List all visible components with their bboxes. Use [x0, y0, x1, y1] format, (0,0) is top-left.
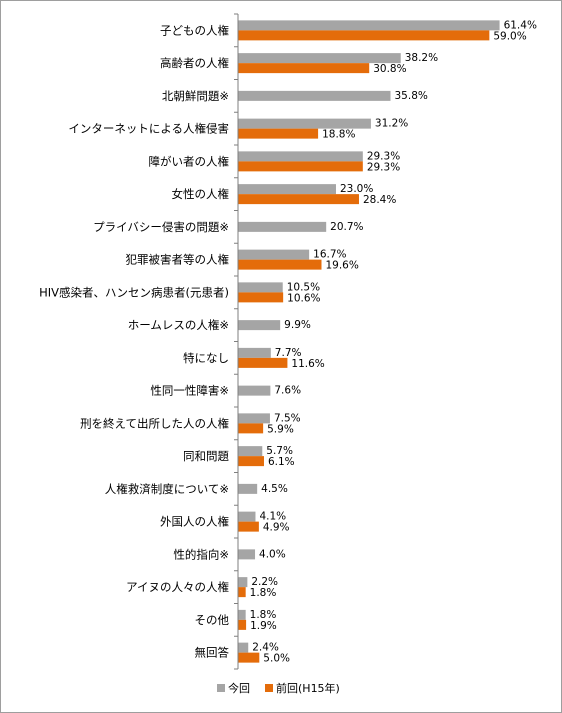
- category-label: 人権救済制度について※: [105, 482, 229, 496]
- legend-swatch-current: [217, 684, 225, 692]
- value-labels: 61.4%59.0% 38.2%30.8% 35.8% 31.2% 18.8% 29.3%…: [250, 19, 537, 664]
- bar-current: [238, 413, 270, 424]
- bar-previous: [238, 194, 359, 205]
- category-label: 同和問題: [183, 449, 229, 463]
- bar-previous: [238, 521, 259, 532]
- bar-current: [238, 609, 246, 620]
- bar-current: [238, 249, 310, 260]
- data-label-current: 61.4%: [504, 19, 537, 31]
- bar-current: [238, 20, 500, 31]
- bar-current: [238, 347, 271, 358]
- bars: [238, 20, 500, 663]
- data-label-current: 20.7%: [330, 221, 363, 233]
- data-label-previous: 5.0%: [263, 653, 290, 665]
- data-label-current: 38.2%: [405, 52, 438, 64]
- data-label-current: 7.7%: [275, 347, 302, 359]
- bar-previous: [238, 161, 363, 172]
- bar-previous: [238, 259, 322, 270]
- data-label-current: 4.5%: [261, 483, 288, 495]
- category-label: 性同一性障害※: [150, 384, 229, 398]
- bar-previous: [238, 587, 246, 598]
- data-label-current: 16.7%: [313, 249, 346, 261]
- category-label: アイヌの人々の人権: [126, 580, 229, 594]
- data-label-current: 7.5%: [274, 412, 301, 424]
- category-label: 女性の人権: [172, 187, 230, 201]
- legend-label-current: 今回: [228, 681, 250, 695]
- bar-previous: [238, 652, 260, 663]
- category-label: 特になし: [183, 351, 229, 365]
- bar-current: [238, 118, 371, 129]
- bar-current: [238, 53, 401, 64]
- data-label-current: 4.0%: [259, 548, 286, 560]
- bar-previous: [238, 63, 370, 74]
- data-label-previous: 10.6%: [287, 292, 320, 304]
- category-label: HIV感染者、ハンセン病患者(元患者): [39, 285, 229, 299]
- bar-current: [238, 385, 271, 396]
- category-label: 北朝鮮問題※: [162, 89, 229, 103]
- bar-current: [238, 184, 336, 195]
- data-label-current: 1.8%: [250, 609, 277, 621]
- bar-previous: [238, 619, 247, 630]
- data-label-previous: 59.0%: [493, 30, 526, 42]
- data-label-current: 23.0%: [340, 183, 373, 195]
- category-label: 障がい者の人権: [149, 154, 230, 168]
- bar-current: [238, 642, 249, 653]
- data-label-current: 10.5%: [287, 281, 320, 293]
- bar-current: [238, 221, 327, 232]
- data-label-previous: 1.9%: [250, 620, 277, 632]
- category-label: 無回答: [195, 646, 230, 660]
- bar-previous: [238, 357, 288, 368]
- bar-previous: [238, 423, 264, 434]
- category-label: 外国人の人権: [160, 515, 229, 529]
- data-label-previous: 1.8%: [250, 587, 277, 599]
- category-label: 犯罪被害者等の人権: [126, 253, 230, 267]
- bar-current: [238, 549, 256, 560]
- data-label-current: 2.2%: [251, 576, 278, 588]
- category-label: 性的指向※: [173, 547, 229, 561]
- data-label-current: 31.2%: [375, 118, 408, 130]
- data-label-current: 35.8%: [395, 90, 428, 102]
- bar-current: [238, 511, 256, 522]
- bar-previous: [238, 30, 490, 41]
- category-label: 高齢者の人権: [160, 56, 229, 70]
- data-label-previous: 19.6%: [325, 260, 358, 272]
- data-label-current: 4.1%: [259, 511, 286, 523]
- bar-current: [238, 483, 258, 494]
- legend-swatch-previous: [265, 684, 273, 692]
- data-label-previous: 30.8%: [373, 63, 406, 75]
- data-label-previous: 28.4%: [363, 194, 396, 206]
- bar-current: [238, 577, 248, 588]
- legend: 今回 前回(H15年): [217, 681, 340, 695]
- bar-current: [238, 90, 391, 101]
- data-label-previous: 11.6%: [291, 358, 324, 370]
- category-label: 子どもの人権: [160, 23, 229, 37]
- bar-previous: [238, 128, 319, 139]
- category-axis-ticks: [234, 13, 238, 670]
- bar-current: [238, 282, 283, 293]
- legend-label-previous: 前回(H15年): [276, 681, 340, 695]
- data-label-previous: 18.8%: [322, 129, 355, 141]
- data-label-previous: 29.3%: [367, 161, 400, 173]
- category-label: ホームレスの人権※: [128, 318, 229, 332]
- bar-current: [238, 446, 263, 457]
- category-label: 刑を終えて出所した人の人権: [80, 416, 229, 430]
- data-label-previous: 6.1%: [268, 456, 295, 468]
- data-label-current: 29.3%: [367, 150, 400, 162]
- bar-previous: [238, 456, 264, 467]
- bar-current: [238, 151, 363, 162]
- data-label-previous: 5.9%: [267, 423, 294, 435]
- data-label-previous: 4.9%: [263, 522, 290, 534]
- data-label-current: 7.6%: [274, 385, 301, 397]
- data-label-current: 9.9%: [284, 319, 311, 331]
- data-label-current: 5.7%: [266, 445, 293, 457]
- bar-current: [238, 320, 281, 331]
- data-label-current: 2.4%: [252, 642, 279, 654]
- category-label: インターネットによる人権侵害: [68, 122, 229, 136]
- category-label: プライバシー侵害の問題※: [93, 220, 229, 234]
- category-label: その他: [195, 613, 230, 627]
- bar-previous: [238, 292, 284, 303]
